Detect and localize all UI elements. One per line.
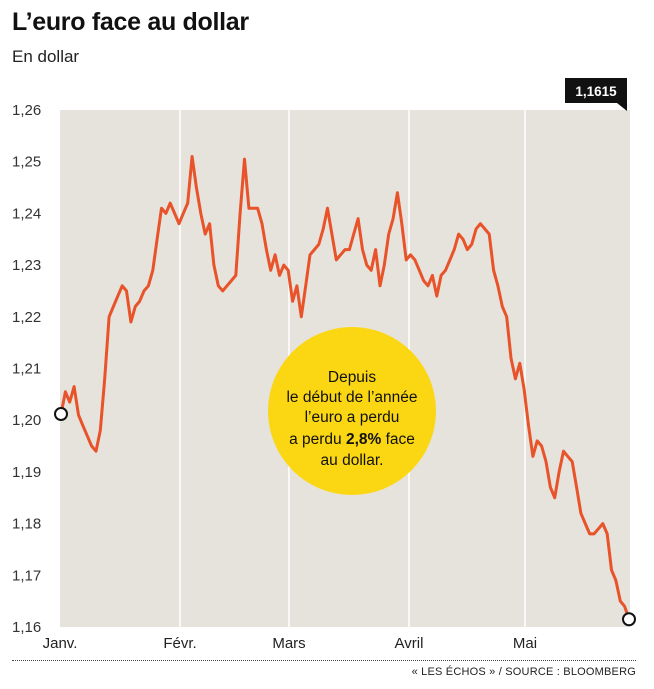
x-tick-label: Mars [272, 635, 305, 652]
y-tick-label: 1,22 [12, 309, 41, 326]
y-tick-label: 1,18 [12, 516, 41, 533]
bubble-highlight-value: 2,8% [346, 431, 382, 448]
summary-bubble: Depuis le début de l’année l’euro a perd… [268, 327, 436, 495]
y-tick-label: 1,24 [12, 205, 41, 222]
end-point-marker [622, 612, 636, 627]
bubble-line-4-prefix: a perdu [289, 431, 346, 448]
x-axis-ticks: Janv. Févr. Mars Avril Mai [43, 635, 537, 652]
x-tick-label: Mai [513, 635, 537, 652]
y-tick-label: 1,20 [12, 412, 41, 429]
y-tick-label: 1,19 [12, 464, 41, 481]
y-tick-label: 1,16 [12, 619, 41, 636]
start-point-marker [54, 406, 68, 421]
last-value-callout-box [565, 78, 627, 103]
last-value-label: 1,1615 [575, 84, 617, 99]
y-tick-label: 1,21 [12, 361, 41, 378]
last-value-callout: 1,1615 [565, 78, 627, 111]
chart-title: L’euro face au dollar [12, 8, 249, 36]
footer-divider [12, 660, 636, 661]
chart-subtitle: En dollar [12, 47, 80, 66]
euro-dollar-series-line [59, 155, 631, 620]
bubble-line-4-suffix: face [381, 431, 415, 448]
bubble-line-3: l’euro a perdu [305, 409, 400, 426]
y-tick-label: 1,25 [12, 154, 41, 171]
x-tick-label: Févr. [163, 635, 196, 652]
bubble-line-1: Depuis [328, 369, 376, 386]
x-tick-label: Janv. [43, 635, 78, 652]
y-tick-label: 1,26 [12, 102, 41, 119]
y-tick-label: 1,17 [12, 567, 41, 584]
last-value-callout-tail [617, 103, 627, 111]
y-axis-ticks: 1,26 1,25 1,24 1,23 1,22 1,21 1,20 1,19 1,18 1,17… [12, 102, 41, 636]
summary-bubble-circle [268, 327, 436, 495]
source-credit: « LES ÉCHOS » / SOURCE : BLOOMBERG [411, 666, 636, 678]
bubble-line-4: a perdu 2,8% face [289, 431, 415, 448]
bubble-line-5: au dollar. [321, 452, 384, 469]
bubble-line-2: le début de l’année [286, 389, 417, 406]
y-tick-label: 1,23 [12, 257, 41, 274]
x-tick-label: Avril [395, 635, 424, 652]
